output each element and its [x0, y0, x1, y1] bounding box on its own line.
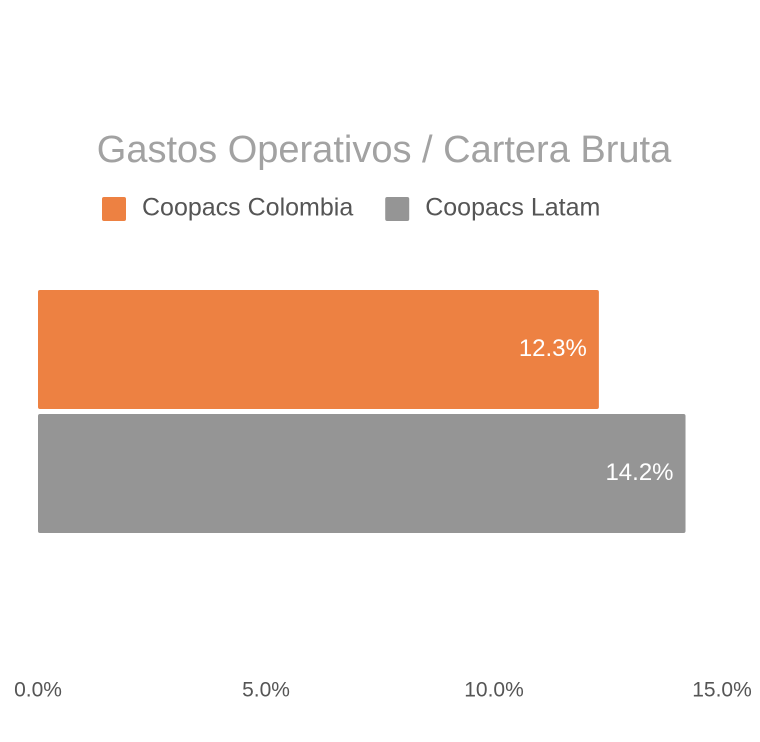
- legend-swatch: [385, 197, 410, 221]
- data-label: 14.2%: [605, 459, 673, 486]
- bar: [38, 290, 599, 409]
- x-tick-label: 15.0%: [692, 679, 752, 702]
- chart-title: Gastos Operativos / Cartera Bruta: [97, 129, 672, 171]
- legend-swatch: [102, 197, 126, 221]
- x-tick-label: 5.0%: [242, 679, 290, 702]
- data-label: 12.3%: [519, 335, 587, 362]
- legend-label: Coopacs Latam: [425, 194, 600, 222]
- x-tick-label: 10.0%: [464, 679, 524, 702]
- bar: [38, 414, 686, 533]
- x-tick-label: 0.0%: [14, 679, 62, 702]
- legend-label: Coopacs Colombia: [142, 194, 353, 222]
